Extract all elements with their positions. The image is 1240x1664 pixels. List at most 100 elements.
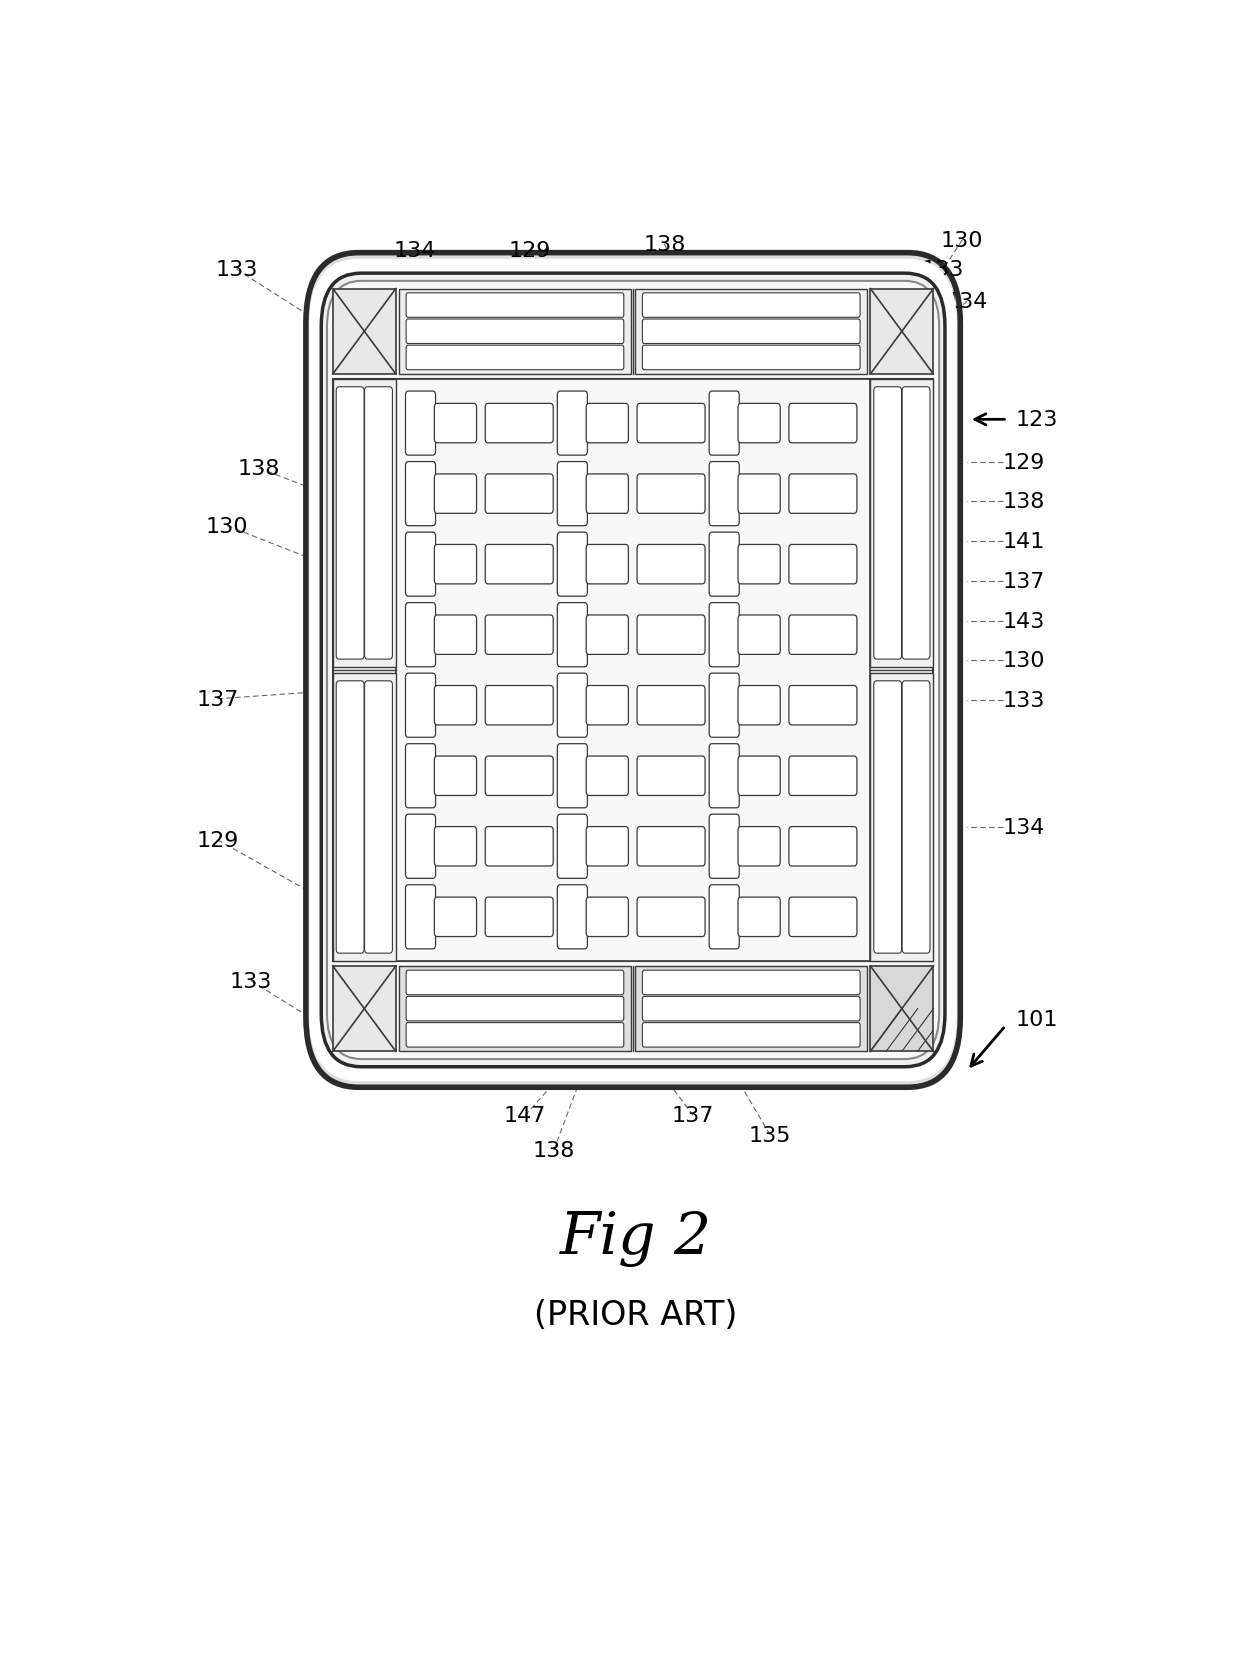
FancyBboxPatch shape: [709, 744, 739, 809]
Text: 137: 137: [196, 689, 238, 709]
FancyBboxPatch shape: [789, 546, 857, 584]
FancyBboxPatch shape: [874, 388, 901, 659]
Text: Fig 2: Fig 2: [559, 1210, 712, 1266]
FancyBboxPatch shape: [738, 757, 780, 795]
Text: 138: 138: [533, 1140, 575, 1160]
FancyBboxPatch shape: [407, 346, 624, 371]
Text: 101: 101: [1016, 1010, 1058, 1030]
FancyBboxPatch shape: [557, 815, 588, 879]
FancyBboxPatch shape: [434, 616, 476, 656]
Text: (PRIOR ART): (PRIOR ART): [533, 1298, 738, 1331]
FancyBboxPatch shape: [557, 885, 588, 948]
FancyBboxPatch shape: [405, 463, 435, 526]
FancyBboxPatch shape: [407, 1023, 624, 1047]
FancyBboxPatch shape: [336, 388, 365, 659]
FancyBboxPatch shape: [738, 546, 780, 584]
FancyBboxPatch shape: [709, 885, 739, 948]
Text: 137: 137: [672, 1107, 714, 1127]
FancyBboxPatch shape: [405, 744, 435, 809]
Text: 137: 137: [575, 266, 619, 286]
FancyBboxPatch shape: [434, 474, 476, 514]
Bar: [332, 674, 396, 962]
Text: 141: 141: [1003, 532, 1045, 552]
FancyBboxPatch shape: [485, 827, 553, 867]
Text: 129: 129: [1003, 453, 1045, 473]
FancyBboxPatch shape: [587, 686, 629, 726]
FancyBboxPatch shape: [587, 757, 629, 795]
FancyBboxPatch shape: [485, 404, 553, 444]
FancyBboxPatch shape: [407, 997, 624, 1022]
FancyBboxPatch shape: [738, 686, 780, 726]
Bar: [870, 379, 934, 667]
Bar: [332, 379, 934, 962]
FancyBboxPatch shape: [405, 532, 435, 597]
FancyBboxPatch shape: [637, 616, 706, 656]
Text: 143: 143: [1003, 611, 1045, 631]
FancyBboxPatch shape: [405, 815, 435, 879]
FancyBboxPatch shape: [434, 686, 476, 726]
FancyBboxPatch shape: [306, 253, 960, 1088]
FancyBboxPatch shape: [434, 757, 476, 795]
Text: 137: 137: [1003, 571, 1045, 591]
FancyBboxPatch shape: [485, 616, 553, 656]
FancyBboxPatch shape: [485, 757, 553, 795]
Text: 138: 138: [238, 459, 280, 479]
FancyBboxPatch shape: [789, 686, 857, 726]
Text: 133: 133: [1003, 691, 1045, 711]
FancyBboxPatch shape: [587, 897, 629, 937]
FancyBboxPatch shape: [405, 391, 435, 456]
FancyBboxPatch shape: [709, 532, 739, 597]
FancyBboxPatch shape: [587, 404, 629, 444]
FancyBboxPatch shape: [365, 682, 392, 953]
FancyBboxPatch shape: [637, 474, 706, 514]
Bar: [332, 967, 396, 1052]
FancyBboxPatch shape: [903, 682, 930, 953]
Text: 138: 138: [644, 235, 686, 255]
Bar: [635, 967, 868, 1052]
FancyBboxPatch shape: [789, 616, 857, 656]
Text: 147: 147: [503, 1107, 546, 1127]
FancyBboxPatch shape: [587, 474, 629, 514]
Text: 138: 138: [1003, 493, 1045, 513]
Text: 129: 129: [508, 241, 551, 261]
FancyBboxPatch shape: [434, 827, 476, 867]
FancyBboxPatch shape: [709, 815, 739, 879]
FancyBboxPatch shape: [642, 346, 861, 371]
FancyBboxPatch shape: [365, 388, 392, 659]
FancyBboxPatch shape: [557, 391, 588, 456]
FancyBboxPatch shape: [642, 293, 861, 318]
FancyBboxPatch shape: [874, 682, 901, 953]
FancyBboxPatch shape: [314, 263, 952, 1077]
FancyBboxPatch shape: [642, 997, 861, 1022]
FancyBboxPatch shape: [557, 463, 588, 526]
Text: 133: 133: [921, 260, 965, 280]
FancyBboxPatch shape: [587, 827, 629, 867]
Bar: [870, 290, 934, 374]
FancyBboxPatch shape: [557, 532, 588, 597]
FancyBboxPatch shape: [789, 404, 857, 444]
FancyBboxPatch shape: [407, 970, 624, 995]
FancyBboxPatch shape: [637, 404, 706, 444]
Text: 134: 134: [311, 1013, 353, 1033]
Text: 134: 134: [946, 293, 988, 313]
FancyBboxPatch shape: [434, 546, 476, 584]
FancyBboxPatch shape: [434, 404, 476, 444]
FancyBboxPatch shape: [557, 744, 588, 809]
Text: 134: 134: [1003, 817, 1045, 837]
FancyBboxPatch shape: [637, 546, 706, 584]
FancyBboxPatch shape: [642, 319, 861, 344]
Bar: [399, 290, 631, 374]
FancyBboxPatch shape: [637, 827, 706, 867]
FancyBboxPatch shape: [642, 970, 861, 995]
Text: 129: 129: [196, 830, 238, 850]
Bar: [332, 290, 396, 374]
Text: 135: 135: [749, 1125, 791, 1145]
Bar: [635, 290, 868, 374]
FancyBboxPatch shape: [485, 474, 553, 514]
FancyBboxPatch shape: [321, 275, 945, 1067]
FancyBboxPatch shape: [637, 897, 706, 937]
FancyBboxPatch shape: [709, 674, 739, 737]
FancyBboxPatch shape: [738, 404, 780, 444]
FancyBboxPatch shape: [485, 546, 553, 584]
FancyBboxPatch shape: [557, 674, 588, 737]
